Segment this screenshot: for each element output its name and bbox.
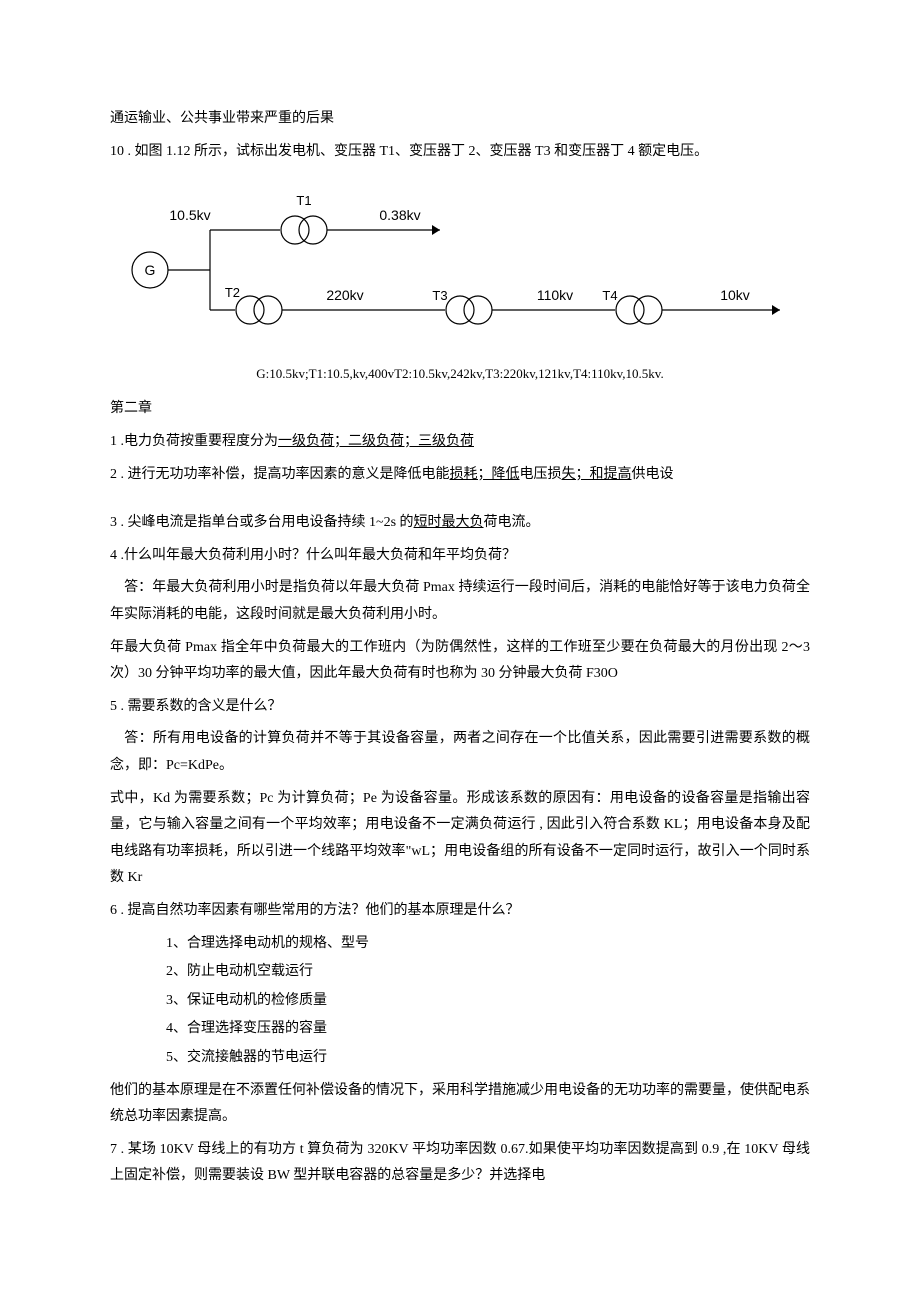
- transformer-coil: [236, 296, 264, 324]
- voltage-label: 10kv: [720, 287, 750, 303]
- list-item: 5、交流接触器的节电运行: [110, 1045, 810, 1072]
- voltage-label: 220kv: [326, 287, 363, 303]
- t2-label: T2: [225, 285, 240, 300]
- c2-q5: 5 . 需要系数的含义是什么？: [110, 694, 810, 721]
- c2-q7: 7 . 某场 10KV 母线上的有功方 t 算负荷为 320KV 平均功率因数 …: [110, 1137, 810, 1190]
- c2-a5-p1: 答：所有用电设备的计算负荷并不等于其设备容量，两者之间存在一个比值关系，因此需要…: [110, 726, 810, 779]
- c2-q6-list: 1、合理选择电动机的规格、型号 2、防止电动机空载运行 3、保证电动机的检修质量…: [110, 931, 810, 1072]
- transformer-coil: [299, 216, 327, 244]
- document-page: 通运输业、公共事业带来严重的后果 10 . 如图 1.12 所示，试标出发电机、…: [0, 0, 920, 1256]
- voltage-label: 0.38kv: [379, 207, 420, 223]
- text: 荷电流。: [484, 515, 540, 530]
- arrow-icon: [772, 305, 780, 315]
- c2-a4-p2: 年最大负荷 Pmax 指全年中负荷最大的工作班内（为防偶然性，这样的工作班至少要…: [110, 635, 810, 688]
- c2-a5-p2: 式中，Kd 为需要系数；Pc 为计算负荷；Pe 为设备容量。形成该系数的原因有：…: [110, 786, 810, 892]
- c2-q1: 1 .电力负荷按重要程度分为一级负荷；二级负荷；三级负荷: [110, 429, 810, 456]
- transformer-coil: [634, 296, 662, 324]
- circuit-diagram: G 10.5kv T1 0.38kv T2 220kv: [110, 175, 810, 356]
- t3-label: T3: [432, 288, 447, 303]
- generator-label: G: [145, 262, 156, 278]
- transformer-coil: [616, 296, 644, 324]
- transformer-coil: [281, 216, 309, 244]
- underline-text: 损耗；降低: [450, 467, 520, 482]
- transformer-coil: [464, 296, 492, 324]
- transformer-coil: [254, 296, 282, 324]
- c2-q3: 3 . 尖峰电流是指单台或多台用电设备持续 1~2s 的短时最大负荷电流。: [110, 510, 810, 537]
- underline-text: 一级负荷；二级负荷；三级负荷: [278, 434, 474, 449]
- text: 1 .电力负荷按重要程度分为: [110, 434, 278, 449]
- c2-q6: 6 . 提高自然功率因素有哪些常用的方法？他们的基本原理是什么？: [110, 898, 810, 925]
- arrow-icon: [432, 225, 440, 235]
- text: 3 . 尖峰电流是指单台或多台用电设备持续 1~2s 的: [110, 515, 414, 530]
- chapter-2-heading: 第二章: [110, 396, 810, 423]
- t4-label: T4: [602, 288, 617, 303]
- diagram-svg: G 10.5kv T1 0.38kv T2 220kv: [110, 175, 810, 345]
- opening-line: 通运输业、公共事业带来严重的后果: [110, 106, 810, 133]
- voltage-label: 10.5kv: [169, 207, 210, 223]
- underline-text: 失；和提高: [562, 467, 632, 482]
- list-item: 1、合理选择电动机的规格、型号: [110, 931, 810, 958]
- text: 供电设: [632, 467, 674, 482]
- c2-q4: 4 .什么叫年最大负荷利用小时？什么叫年最大负荷和年平均负荷？: [110, 543, 810, 570]
- c2-a6-tail: 他们的基本原理是在不添置任何补偿设备的情况下，采用科学措施减少用电设备的无功功率…: [110, 1078, 810, 1131]
- underline-text: 短时最大负: [414, 515, 484, 530]
- question-10: 10 . 如图 1.12 所示，试标出发电机、变压器 T1、变压器丁 2、变压器…: [110, 139, 810, 166]
- t1-label: T1: [296, 193, 311, 208]
- text: 电压损: [520, 467, 562, 482]
- list-item: 2、防止电动机空载运行: [110, 959, 810, 986]
- list-item: 4、合理选择变压器的容量: [110, 1016, 810, 1043]
- list-item: 3、保证电动机的检修质量: [110, 988, 810, 1015]
- transformer-coil: [446, 296, 474, 324]
- c2-q2: 2 . 进行无功功率补偿，提高功率因素的意义是降低电能损耗；降低电压损失；和提高…: [110, 462, 810, 489]
- text: 2 . 进行无功功率补偿，提高功率因素的意义是降低电能: [110, 467, 450, 482]
- voltage-label: 110kv: [537, 287, 573, 303]
- c2-a4-p1: 答：年最大负荷利用小时是指负荷以年最大负荷 Pmax 持续运行一段时间后，消耗的…: [110, 575, 810, 628]
- diagram-caption: G:10.5kv;T1:10.5,kv,400vT2:10.5kv,242kv,…: [110, 362, 810, 387]
